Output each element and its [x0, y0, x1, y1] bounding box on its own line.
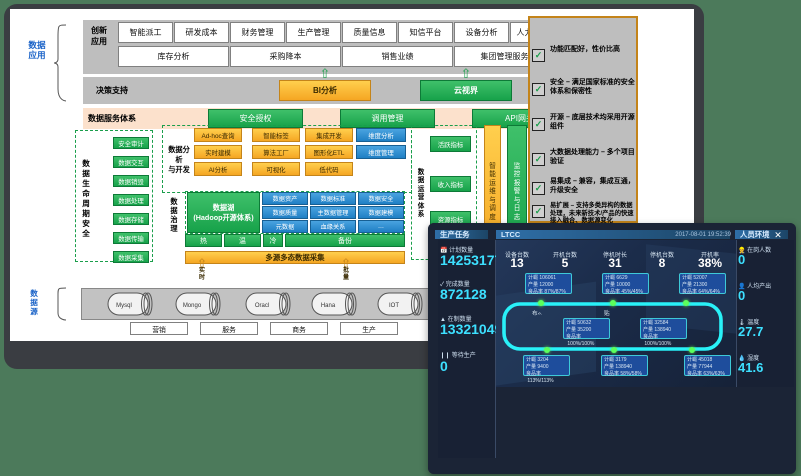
svg-text:Mysql: Mysql: [116, 303, 132, 309]
svg-text:IOT: IOT: [389, 303, 399, 309]
svg-text:Mongo: Mongo: [183, 303, 202, 309]
svg-text:Hana: Hana: [321, 303, 336, 309]
svg-text:Oracl: Oracl: [255, 303, 269, 309]
